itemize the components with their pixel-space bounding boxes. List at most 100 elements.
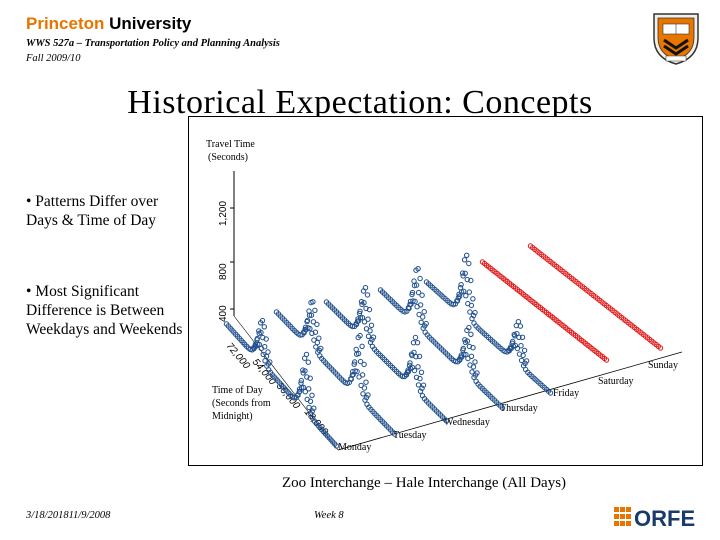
data-point bbox=[603, 357, 610, 363]
data-point bbox=[307, 325, 313, 332]
data-point bbox=[267, 359, 273, 365]
data-point bbox=[413, 282, 420, 288]
bullet-significant-difference: • Most Significant Difference is Between… bbox=[26, 283, 183, 338]
data-point bbox=[355, 350, 362, 357]
data-point bbox=[421, 309, 427, 315]
data-point bbox=[306, 404, 312, 411]
orfe-grid-icon bbox=[614, 507, 631, 526]
data-point bbox=[417, 388, 424, 394]
data-point bbox=[363, 305, 369, 312]
data-point bbox=[263, 336, 269, 342]
data-point bbox=[657, 345, 664, 351]
z-tick-label: 1,200 bbox=[218, 201, 229, 226]
data-point bbox=[547, 390, 554, 396]
data-point bbox=[411, 282, 418, 289]
data-point bbox=[307, 375, 313, 381]
data-point bbox=[464, 338, 471, 344]
data-point bbox=[415, 382, 422, 388]
day-series bbox=[377, 266, 506, 411]
princeton-shield-icon bbox=[653, 13, 699, 65]
data-point bbox=[518, 343, 524, 349]
data-point bbox=[361, 361, 367, 368]
data-point bbox=[468, 302, 475, 309]
data-point bbox=[518, 357, 525, 364]
footer-week: Week 8 bbox=[314, 510, 344, 521]
data-point bbox=[523, 358, 530, 364]
data-point bbox=[406, 305, 412, 312]
data-point bbox=[454, 298, 461, 304]
data-point bbox=[516, 334, 522, 341]
day-series bbox=[527, 243, 664, 351]
data-point bbox=[365, 392, 371, 398]
data-point bbox=[300, 384, 307, 391]
data-point bbox=[316, 335, 322, 341]
data-point bbox=[352, 359, 358, 365]
series-layer bbox=[223, 243, 664, 449]
data-point bbox=[357, 315, 364, 321]
data-point bbox=[423, 320, 429, 327]
data-point bbox=[460, 345, 466, 352]
data-point bbox=[416, 353, 423, 360]
data-point bbox=[349, 323, 356, 330]
data-point bbox=[472, 359, 478, 365]
day-series bbox=[323, 285, 450, 424]
figure-caption: Zoo Interchange – Hale Interchange (All … bbox=[282, 475, 567, 491]
data-point bbox=[368, 322, 375, 329]
data-point bbox=[461, 257, 468, 263]
data-point bbox=[310, 319, 317, 325]
data-point bbox=[521, 347, 528, 354]
data-point bbox=[362, 285, 369, 291]
data-point bbox=[470, 345, 476, 351]
data-point bbox=[469, 369, 475, 375]
day-series bbox=[423, 252, 554, 396]
day-axis-line bbox=[337, 351, 683, 451]
data-point bbox=[297, 332, 303, 338]
data-point bbox=[519, 334, 526, 341]
data-point bbox=[312, 307, 318, 314]
data-point bbox=[410, 298, 416, 304]
data-point bbox=[367, 328, 373, 334]
time-axis-label-line2: (Seconds from bbox=[212, 398, 271, 409]
data-point bbox=[466, 260, 472, 267]
data-point bbox=[407, 360, 413, 366]
data-point bbox=[366, 306, 373, 313]
data-point bbox=[415, 266, 421, 272]
data-point bbox=[415, 364, 421, 370]
data-point bbox=[420, 314, 426, 320]
data-point bbox=[360, 391, 366, 397]
data-point bbox=[306, 386, 312, 392]
data-point bbox=[499, 405, 506, 411]
data-point bbox=[411, 349, 417, 356]
data-point bbox=[302, 389, 309, 395]
data-point bbox=[411, 367, 418, 374]
data-point bbox=[510, 343, 516, 349]
data-point bbox=[409, 289, 416, 296]
data-point bbox=[309, 408, 316, 414]
travel-time-3d-figure: Travel Time (Seconds) 1,200 800 400 Mond… bbox=[188, 116, 703, 466]
data-point bbox=[468, 331, 474, 338]
data-point bbox=[416, 311, 422, 318]
data-point bbox=[364, 292, 371, 298]
day-label: Monday bbox=[338, 442, 371, 453]
time-axis-label-line1: Time of Day bbox=[212, 385, 263, 396]
data-point bbox=[419, 385, 425, 391]
data-point bbox=[358, 299, 365, 305]
data-point bbox=[418, 319, 424, 326]
data-point bbox=[311, 337, 317, 343]
data-point bbox=[468, 277, 474, 284]
z-tick-label: 400 bbox=[218, 305, 229, 322]
data-point bbox=[361, 300, 367, 306]
data-point bbox=[363, 379, 369, 385]
slide-title: Historical Expectation: Concepts bbox=[127, 84, 593, 121]
data-point bbox=[307, 398, 314, 404]
data-point bbox=[298, 377, 305, 384]
day-label: Sunday bbox=[648, 360, 678, 371]
data-point bbox=[303, 351, 310, 358]
princeton-university-logo: Princeton University bbox=[26, 14, 191, 34]
day-label: Saturday bbox=[598, 376, 634, 387]
data-point bbox=[474, 370, 480, 376]
data-point bbox=[466, 289, 472, 295]
data-point bbox=[462, 337, 468, 343]
data-point bbox=[514, 345, 521, 352]
data-point bbox=[359, 372, 366, 378]
